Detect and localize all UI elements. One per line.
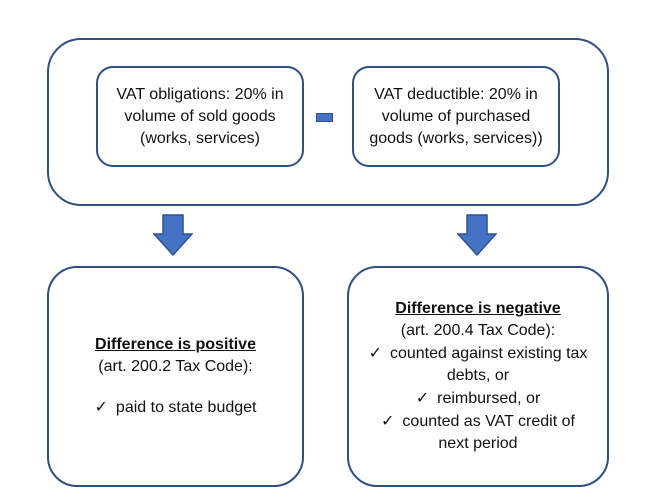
negative-item-3: ✓ counted as VAT credit of bbox=[381, 410, 575, 433]
negative-heading: Difference is negative bbox=[395, 300, 561, 317]
negative-item-1-line-2: debts, or bbox=[446, 367, 510, 384]
down-arrow-icon bbox=[153, 214, 193, 256]
vat-deductible-line-2: volume of purchased bbox=[381, 107, 531, 125]
checkmark-icon: ✓ bbox=[381, 411, 395, 430]
vat-deductible-box: VAT deductible: 20% in volume of purchas… bbox=[352, 66, 560, 167]
positive-reference: (art. 200.2 Tax Code): bbox=[98, 358, 253, 375]
positive-item-text: paid to state budget bbox=[115, 399, 257, 416]
vat-obligations-line-2: volume of sold goods bbox=[124, 107, 276, 125]
negative-item-3-line-2: next period bbox=[438, 435, 518, 452]
negative-item-3-line-1: counted as VAT credit of bbox=[402, 413, 575, 430]
down-arrow-icon bbox=[457, 214, 497, 256]
vat-obligations-box: VAT obligations: 20% in volume of sold g… bbox=[96, 66, 304, 167]
checkmark-icon: ✓ bbox=[415, 388, 430, 407]
vat-deductible-line-1: VAT deductible: 20% in bbox=[374, 85, 538, 103]
negative-reference: (art. 200.4 Tax Code): bbox=[400, 322, 556, 339]
minus-sign bbox=[316, 113, 333, 122]
positive-difference-box: Difference is positive (art. 200.2 Tax C… bbox=[47, 266, 304, 487]
negative-item-1: ✓ counted against existing tax bbox=[369, 342, 588, 365]
vat-obligations-line-1: VAT obligations: 20% in bbox=[116, 85, 284, 103]
negative-item-2: ✓ reimbursed, or bbox=[416, 387, 541, 410]
vat-deductible-line-3: goods (works, services)) bbox=[369, 129, 543, 147]
checkmark-icon: ✓ bbox=[94, 397, 108, 416]
negative-item-2-text: reimbursed, or bbox=[437, 390, 541, 407]
negative-difference-box: Difference is negative (art. 200.4 Tax C… bbox=[347, 266, 609, 487]
negative-item-1-line-1: counted against existing tax bbox=[389, 345, 588, 362]
checkmark-icon: ✓ bbox=[368, 343, 382, 362]
positive-item: ✓ paid to state budget bbox=[95, 396, 257, 419]
vat-obligations-line-3: (works, services) bbox=[139, 129, 260, 147]
positive-heading: Difference is positive bbox=[95, 336, 256, 353]
